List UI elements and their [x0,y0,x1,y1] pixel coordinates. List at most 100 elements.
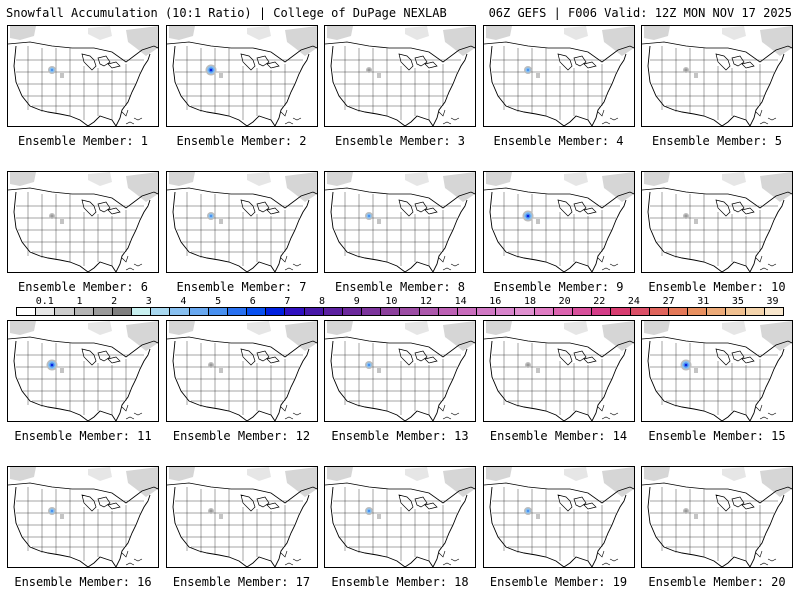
legend-tick-label: 0.1 [35,296,54,307]
legend-color-cell [74,308,94,315]
legend-tick-label: 8 [319,296,326,307]
legend-tick-label: 5 [215,296,222,307]
legend-color-cell [342,308,363,315]
legend-tick-label: 4 [180,296,187,307]
legend-tick-label: 24 [627,296,640,307]
legend-tick-label: 3 [145,296,152,307]
ensemble-panel: Ensemble Member: 19 [480,466,638,589]
us-map-svg [642,467,792,567]
snow-accumulation [523,507,540,519]
us-map-svg [483,467,634,567]
legend-color-cell [247,308,267,315]
legend-color-cell [764,308,783,315]
snow-accumulation [524,362,540,373]
legend-tick-label: 35 [731,296,744,307]
us-map-svg [483,321,634,421]
snow-accumulation [207,508,223,519]
legend-tick-label: 16 [489,296,502,307]
ensemble-panel: Ensemble Member: 3 [321,25,479,148]
legend-color-cell [227,308,248,315]
snowfall-map [165,466,318,568]
snow-accumulation [365,212,381,224]
snow-accumulation [365,507,381,519]
ensemble-member-label: Ensemble Member: 17 [172,575,311,589]
legend-color-cell [592,308,612,315]
legend-color-cell [285,308,305,315]
legend-color-cell [304,308,324,315]
snowfall-map [482,466,635,568]
ensemble-panel: Ensemble Member: 2 [163,25,321,148]
legend-color-cell [93,308,113,315]
legend-color-cell [132,308,152,315]
us-map-svg [8,172,158,272]
legend-color-cell [151,308,171,315]
ensemble-panel: Ensemble Member: 10 [638,171,796,294]
ensemble-panel: Ensemble Member: 16 [4,466,162,589]
ensemble-panel: Ensemble Member: 7 [163,171,321,294]
ensemble-member-label: Ensemble Member: 8 [334,280,466,294]
legend-tick-label: 27 [662,296,675,307]
legend-color-cell [362,308,382,315]
ensemble-panel: Ensemble Member: 15 [638,320,796,443]
ensemble-panel: Ensemble Member: 5 [638,25,796,148]
legend-color-cell [726,308,746,315]
snow-accumulation [523,66,540,78]
us-map-svg [325,26,475,126]
snow-accumulation [683,67,698,78]
snowfall-map [641,25,793,127]
us-map-svg [8,467,158,567]
legend-tick-label: 6 [249,296,256,307]
header-title: Snowfall Accumulation (10:1 Ratio) | Col… [6,6,447,20]
legend-tick-label: 7 [284,296,291,307]
legend-color-cell [515,308,535,315]
us-map-svg [642,321,792,421]
snow-accumulation [205,64,223,78]
ensemble-member-label: Ensemble Member: 5 [651,134,783,148]
snowfall-map [324,320,476,422]
snowfall-map [641,171,793,273]
legend-color-cell [17,308,37,315]
us-map-svg [325,172,475,272]
ensemble-member-label: Ensemble Member: 19 [489,575,628,589]
snowfall-map [165,320,318,422]
ensemble-panel: Ensemble Member: 17 [163,466,321,589]
ensemble-member-label: Ensemble Member: 9 [493,280,624,294]
legend-color-cell [534,308,554,315]
legend-color-cell [438,308,458,315]
legend-color-cell [477,308,497,315]
snowfall-map [7,320,159,422]
snow-accumulation [49,213,64,224]
legend-tick-label: 10 [385,296,398,307]
ensemble-panel: Ensemble Member: 12 [163,320,321,443]
ensemble-panel: Ensemble Member: 6 [4,171,162,294]
us-map-svg [325,467,475,567]
snowfall-map [324,171,476,273]
snow-accumulation [683,213,698,224]
legend-color-cell [745,308,765,315]
ensemble-member-label: Ensemble Member: 7 [176,280,307,294]
legend-tick-label: 1 [76,296,83,307]
ensemble-member-label: Ensemble Member: 15 [648,429,786,443]
legend-color-cell [707,308,727,315]
us-map-svg [166,467,317,567]
snow-accumulation [46,359,64,373]
snowfall-map [641,466,793,568]
us-map-svg [166,26,317,126]
legend-color-cell [189,308,209,315]
snow-accumulation [680,359,698,373]
snow-accumulation [206,212,223,224]
header-valid-time: 06Z GEFS | F006 Valid: 12Z MON NOV 17 20… [488,6,792,20]
snow-accumulation [48,66,64,78]
snowfall-map [641,320,793,422]
ensemble-member-label: Ensemble Member: 16 [14,575,152,589]
color-legend [16,307,784,316]
legend-tick-label: 31 [697,296,710,307]
snowfall-map [165,171,318,273]
snow-accumulation [48,507,64,519]
us-map-svg [8,321,158,421]
ensemble-member-label: Ensemble Member: 11 [14,429,152,443]
snowfall-map [482,320,635,422]
legend-color-cell [208,308,228,315]
us-map-svg [642,172,792,272]
ensemble-member-label: Ensemble Member: 2 [176,134,307,148]
